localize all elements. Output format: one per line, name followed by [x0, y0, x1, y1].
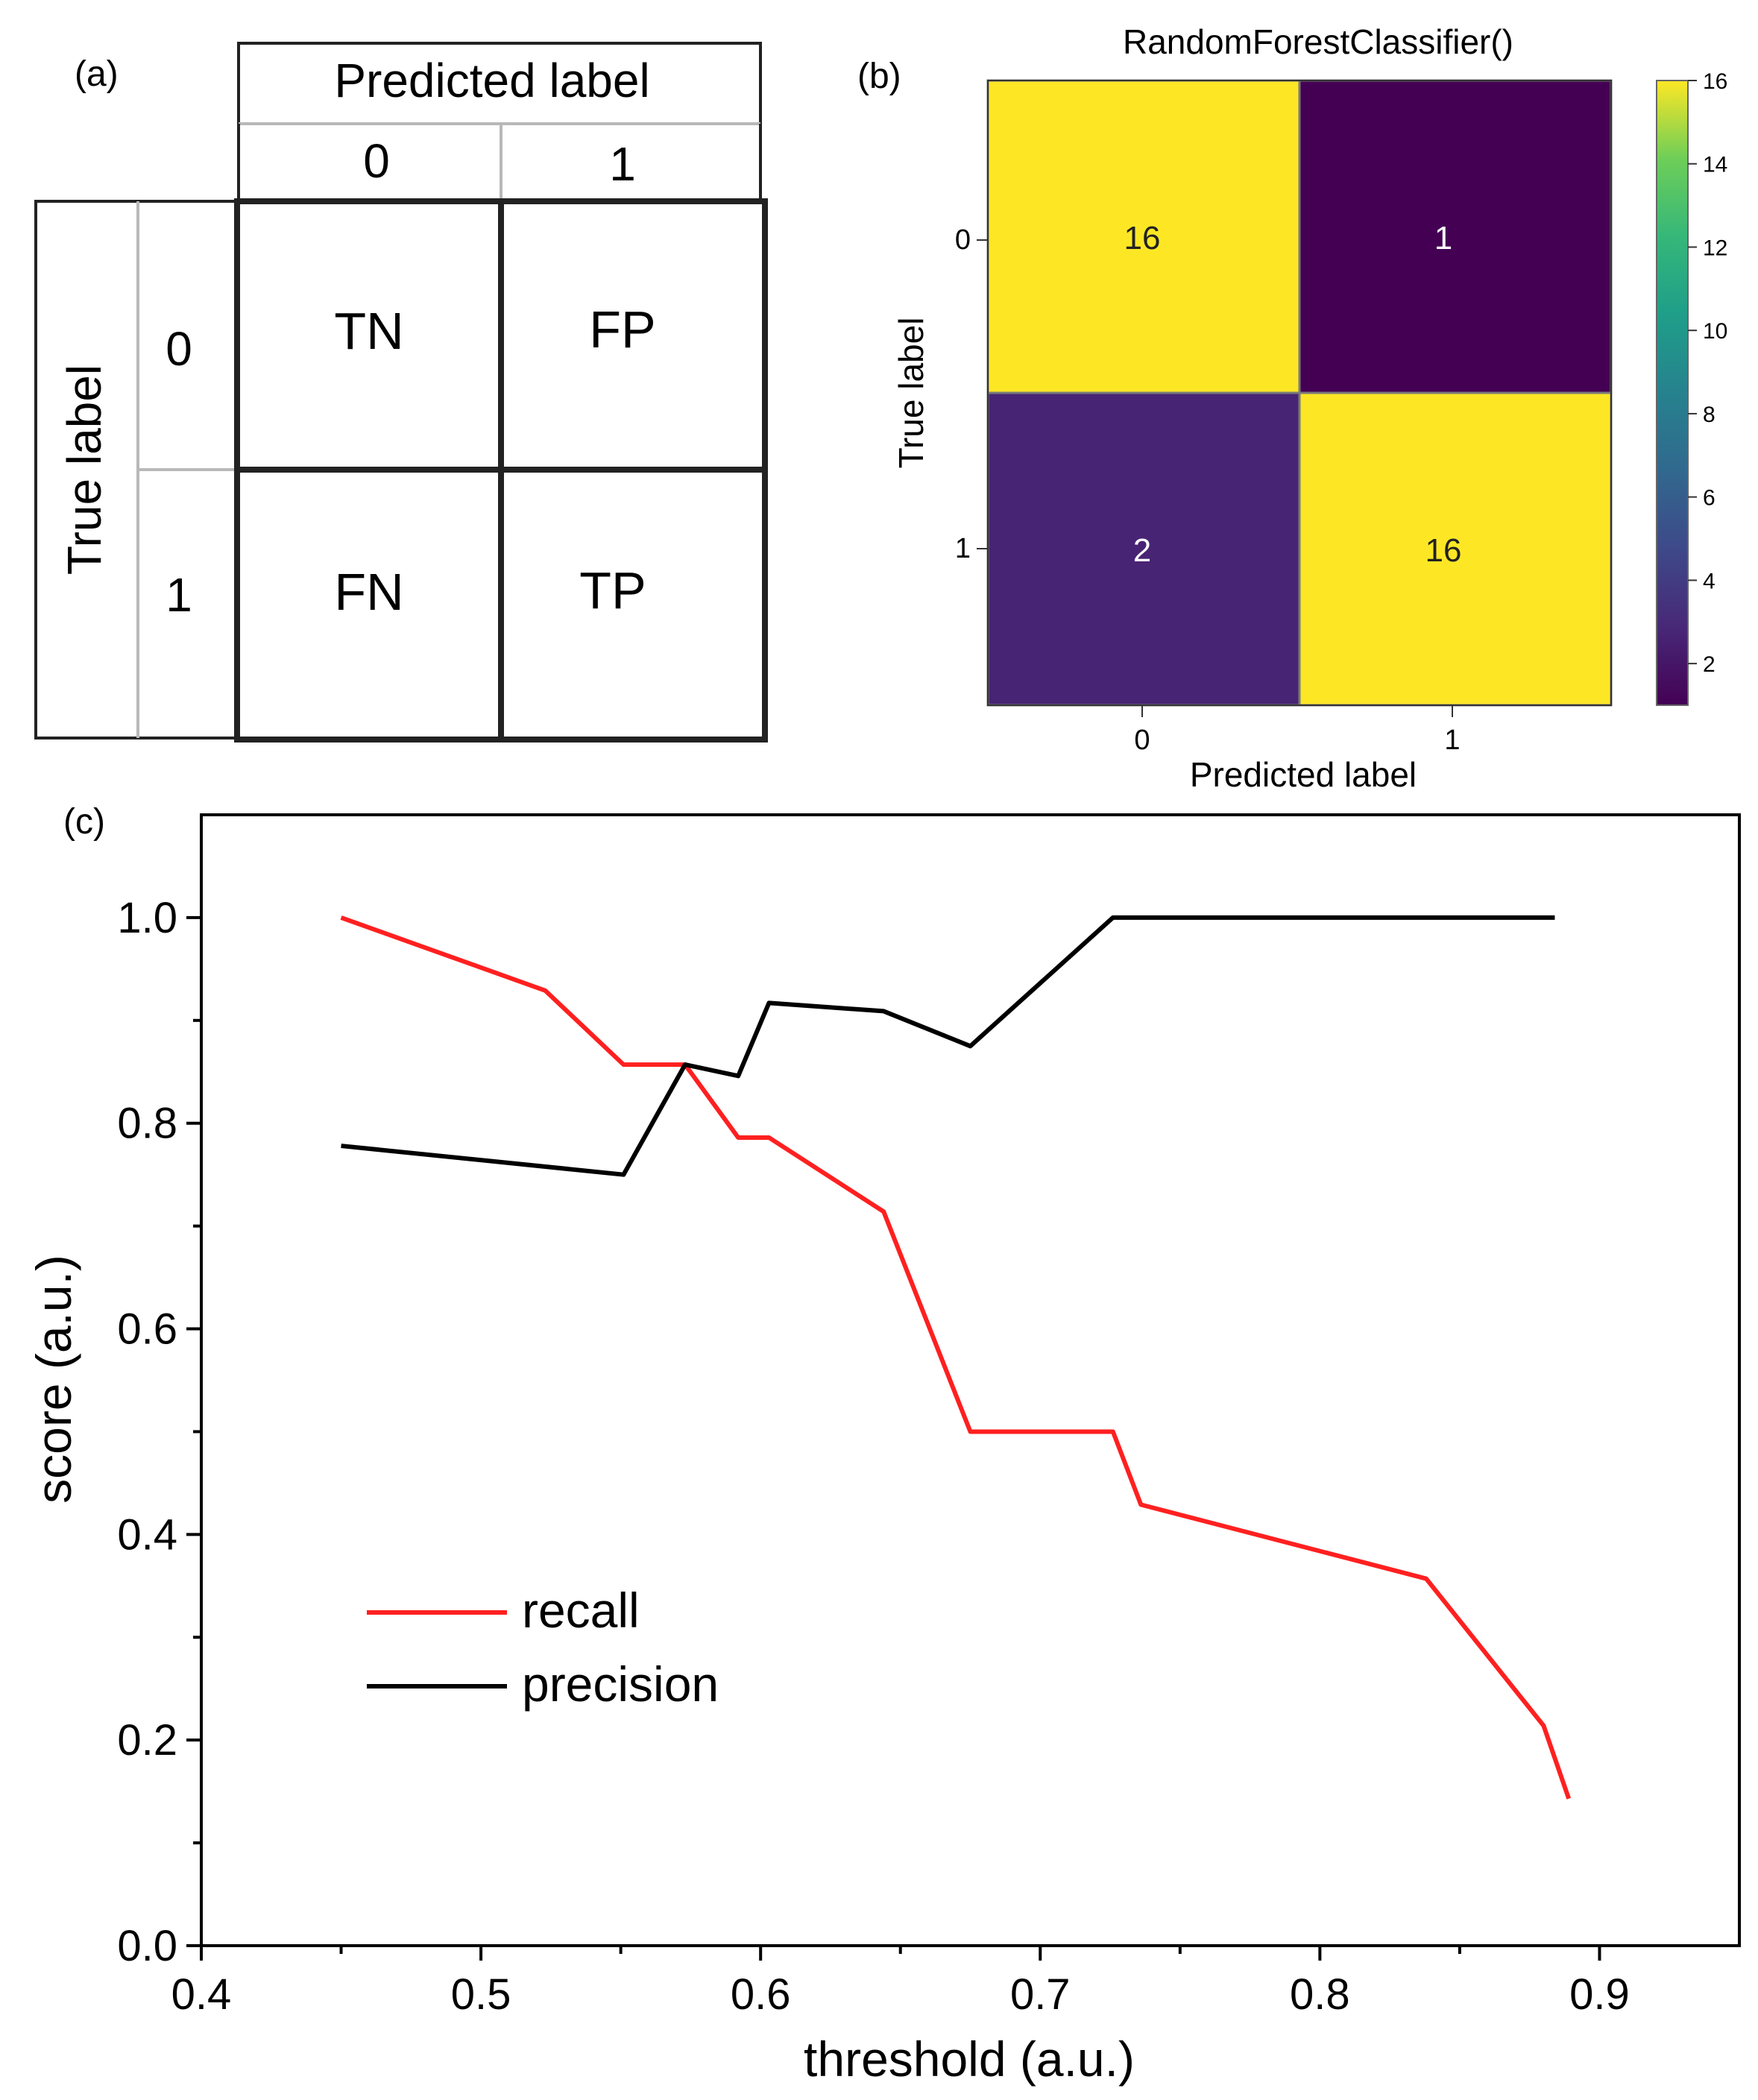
- legend-precision-label: precision: [522, 1656, 719, 1712]
- heatmap-cell-0-1: [1298, 79, 1613, 394]
- colorbar-tick-label: 4: [1703, 569, 1716, 593]
- cell-tn: TN: [334, 302, 403, 360]
- cell-tp: TP: [579, 561, 646, 619]
- y-tick-label: 0.6: [117, 1305, 177, 1354]
- y-tick-label: 0.0: [117, 1922, 177, 1970]
- x-tick-label: 0.4: [171, 1970, 232, 2019]
- colorbar-tick-label: 8: [1703, 403, 1716, 427]
- heatmap-title: RandomForestClassifier(): [1123, 22, 1513, 61]
- heatmap-ylabel-0: 0: [955, 224, 971, 256]
- y-tick-label: 0.4: [117, 1510, 177, 1559]
- col-label-0: 0: [363, 134, 390, 188]
- colorbar-tick-label: 6: [1703, 486, 1716, 511]
- heatmap-yaxis-title: True label: [892, 318, 930, 469]
- cell-fn: FN: [334, 563, 403, 621]
- cell-fp: FP: [589, 300, 655, 359]
- heatmap-cell-1-0: [986, 391, 1301, 707]
- heatmap-value-1-1: 16: [1425, 532, 1462, 569]
- precision-line: [341, 915, 1555, 1177]
- true-label-header: True label: [57, 365, 111, 575]
- heatmap-xlabel-0: 0: [1134, 725, 1150, 756]
- colorbar-tick-label: 16: [1703, 69, 1727, 94]
- heatmap-frame: [987, 80, 1612, 706]
- row-label-1: 1: [166, 568, 192, 622]
- y-tick-label: 0.2: [117, 1716, 177, 1765]
- panel-a-tag: (a): [75, 54, 119, 94]
- colorbar-ticks: 2 4 6 8 10 12 14 16: [1688, 69, 1727, 677]
- x-tick-label: 0.5: [451, 1970, 511, 2019]
- legend-recall-label: recall: [522, 1583, 640, 1638]
- y-tick-label: 1.0: [117, 894, 177, 942]
- heatmap-value-1-0: 2: [1133, 532, 1151, 569]
- x-tick-label: 0.9: [1569, 1970, 1630, 2019]
- axis-ticks: 0.4 0.5 0.6 0.7 0.8 0.9 0.0 0.2 0.4 0.6 0.8 1.0: [117, 894, 1629, 2019]
- heatmap-xaxis-title: Predicted label: [1190, 755, 1417, 794]
- x-tick-label: 0.8: [1290, 1970, 1350, 2019]
- colorbar-tick-label: 14: [1703, 153, 1727, 177]
- y-tick-label: 0.8: [117, 1100, 177, 1148]
- heatmap-ylabel-1: 1: [955, 533, 971, 564]
- x-axis-title: threshold (a.u.): [804, 2031, 1135, 2087]
- row-label-0: 0: [166, 322, 192, 376]
- heatmap-cell-1-1: [1298, 391, 1613, 707]
- panel-b: (b) RandomForestClassifier() 16 12 16 0 1 …: [857, 22, 1727, 794]
- plot-frame: [200, 813, 1741, 1947]
- heatmap-value-0-0: 16: [1124, 220, 1161, 256]
- panel-a: (a) Predicted label 0 1 True label 0 1 T…: [34, 42, 768, 742]
- colorbar-tick-label: 2: [1703, 652, 1716, 677]
- colorbar-tick-label: 12: [1703, 236, 1727, 260]
- x-tick-label: 0.6: [731, 1970, 791, 2019]
- y-axis-title: score (a.u.): [26, 1255, 81, 1504]
- col-label-1: 1: [609, 137, 636, 191]
- heatmap-cell-0-0: [986, 79, 1301, 394]
- heatmap-xlabel-1: 1: [1444, 725, 1460, 756]
- colorbar-tick-label: 10: [1703, 319, 1727, 344]
- recall-line: [340, 915, 1572, 1800]
- heatmap-cells: 16 1 2 16: [986, 79, 1613, 707]
- colorbar: [1656, 80, 1689, 706]
- panel-b-tag: (b): [857, 57, 901, 96]
- panel-c: (c) 0.4 0.5 0.6 0.7 0.8 0.9 0.0 0.2 0.4 0.6 0.8 1.0…: [26, 802, 1741, 2087]
- panel-c-tag: (c): [63, 802, 105, 842]
- x-tick-label: 0.7: [1010, 1970, 1071, 2019]
- predicted-label-header: Predicted label: [334, 54, 649, 107]
- heatmap-value-0-1: 1: [1434, 220, 1452, 256]
